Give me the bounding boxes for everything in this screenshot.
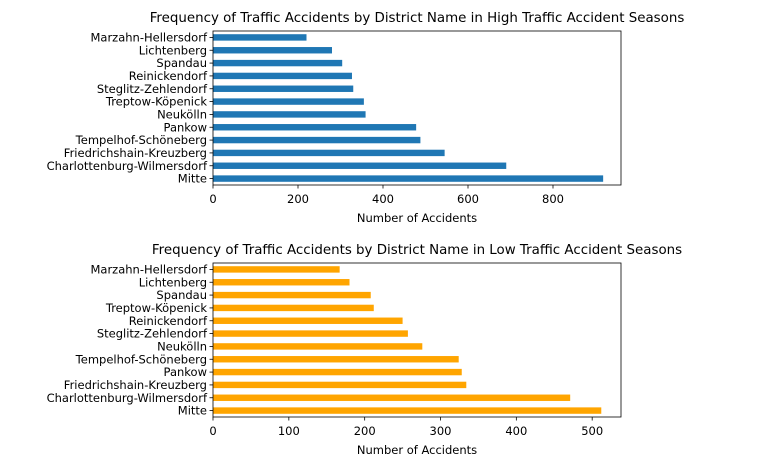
y-tick-label: Marzahn-Hellersdorf <box>90 30 207 44</box>
bar-low-1 <box>213 394 571 401</box>
x-tick-label: 300 <box>430 424 452 438</box>
x-tick-label: 400 <box>505 424 527 438</box>
y-tick-label: Treptow-Köpenick <box>105 95 207 109</box>
y-tick-label: Reinickendorf <box>129 314 208 328</box>
y-tick-label: Tempelhof-Schöneberg <box>75 133 207 147</box>
y-tick-label: Friedrichshain-Kreuzberg <box>64 146 207 160</box>
axes-frame <box>212 30 622 186</box>
y-tick-label: Spandau <box>156 56 207 70</box>
x-tick-label: 600 <box>457 192 479 206</box>
bar-low-4 <box>213 356 459 363</box>
bar-high-11 <box>213 34 307 41</box>
bar-low-10 <box>213 279 350 286</box>
x-tick-label: 0 <box>209 192 216 206</box>
y-tick-label: Charlottenburg-Wilmersdorf <box>47 391 208 405</box>
bar-high-3 <box>213 136 421 144</box>
bar-high-5 <box>213 111 366 118</box>
axes-frame <box>212 262 622 418</box>
y-tick-label: Lichtenberg <box>139 275 207 289</box>
bar-high-9 <box>213 59 343 67</box>
bar-high-4 <box>213 124 417 131</box>
bar-low-6 <box>213 330 408 337</box>
bar-low-0 <box>213 407 602 414</box>
x-tick-label: 200 <box>287 192 309 206</box>
bar-low-2 <box>213 381 467 389</box>
y-tick-label: Lichtenberg <box>139 43 207 57</box>
y-tick-label: Charlottenburg-Wilmersdorf <box>47 159 208 173</box>
y-tick-label: Mitte <box>178 404 207 418</box>
bar-low-8 <box>213 304 374 312</box>
y-tick-label: Mitte <box>178 172 207 186</box>
y-tick-label: Marzahn-Hellersdorf <box>90 262 207 276</box>
y-tick-label: Friedrichshain-Kreuzberg <box>64 378 207 392</box>
chart-title: Frequency of Traffic Accidents by Distri… <box>152 243 682 258</box>
bar-low-11 <box>213 266 340 273</box>
bar-high-10 <box>213 47 332 54</box>
bar-high-7 <box>213 85 354 92</box>
y-tick-label: Neukölln <box>157 107 207 121</box>
y-tick-label: Tempelhof-Schöneberg <box>75 352 207 366</box>
bar-high-6 <box>213 98 364 105</box>
x-axis-label: Number of Accidents <box>357 211 477 225</box>
y-tick-label: Steglitz-Zehlendorf <box>97 82 208 96</box>
bar-low-5 <box>213 343 423 350</box>
x-axis-label: Number of Accidents <box>357 443 477 457</box>
bar-high-2 <box>213 149 445 157</box>
x-tick-label: 0 <box>209 424 216 438</box>
bar-low-7 <box>213 317 403 324</box>
y-tick-label: Steglitz-Zehlendorf <box>97 327 208 341</box>
y-tick-label: Pankow <box>164 365 207 379</box>
chart-title: Frequency of Traffic Accidents by Distri… <box>150 11 685 26</box>
chart-high-season: MitteCharlottenburg-WilmersdorfFriedrich… <box>47 11 685 225</box>
y-tick-label: Treptow-Köpenick <box>105 301 207 315</box>
x-tick-label: 100 <box>278 424 300 438</box>
bar-low-9 <box>213 291 371 299</box>
x-tick-label: 400 <box>372 192 394 206</box>
bar-high-8 <box>213 72 352 80</box>
bar-high-1 <box>213 162 507 169</box>
x-tick-label: 200 <box>354 424 376 438</box>
bar-high-0 <box>213 175 604 182</box>
x-tick-label: 500 <box>581 424 603 438</box>
y-tick-label: Spandau <box>156 288 207 302</box>
x-tick-label: 800 <box>542 192 564 206</box>
y-tick-label: Reinickendorf <box>129 69 208 83</box>
bar-low-3 <box>213 368 462 376</box>
chart-low-season: MitteCharlottenburg-WilmersdorfFriedrich… <box>47 243 683 457</box>
y-tick-label: Pankow <box>164 120 207 134</box>
y-tick-label: Neukölln <box>157 339 207 353</box>
